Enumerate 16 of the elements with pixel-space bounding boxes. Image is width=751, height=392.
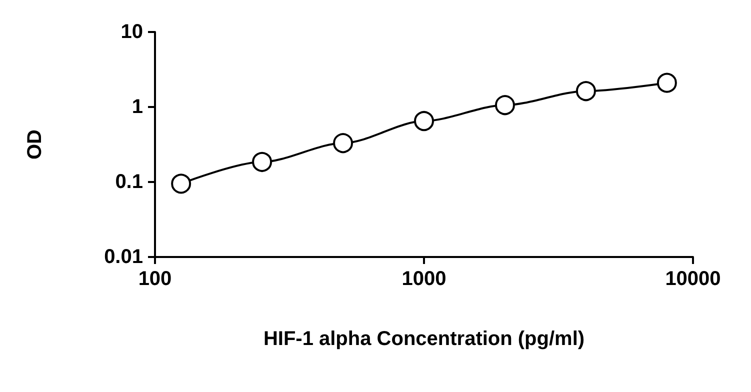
y-tick-label: 0.1 [115, 171, 143, 193]
point [656, 72, 677, 93]
y-axis-title: OD [24, 130, 46, 160]
point [252, 152, 272, 172]
point [576, 81, 596, 102]
x-tick-label: 1000 [402, 268, 446, 290]
x-tick-label: 10000 [665, 268, 721, 290]
y-tick-label: 1 [132, 96, 143, 118]
x-tick-label: 100 [138, 268, 172, 290]
x-axis-title: HIF-1 alpha Concentration (pg/ml) [263, 328, 585, 350]
point [494, 95, 515, 116]
y-tick-label: 0.01 [104, 246, 143, 268]
point [333, 133, 354, 154]
point [414, 111, 434, 132]
y-tick-label: 10 [120, 21, 143, 43]
point [171, 174, 192, 194]
